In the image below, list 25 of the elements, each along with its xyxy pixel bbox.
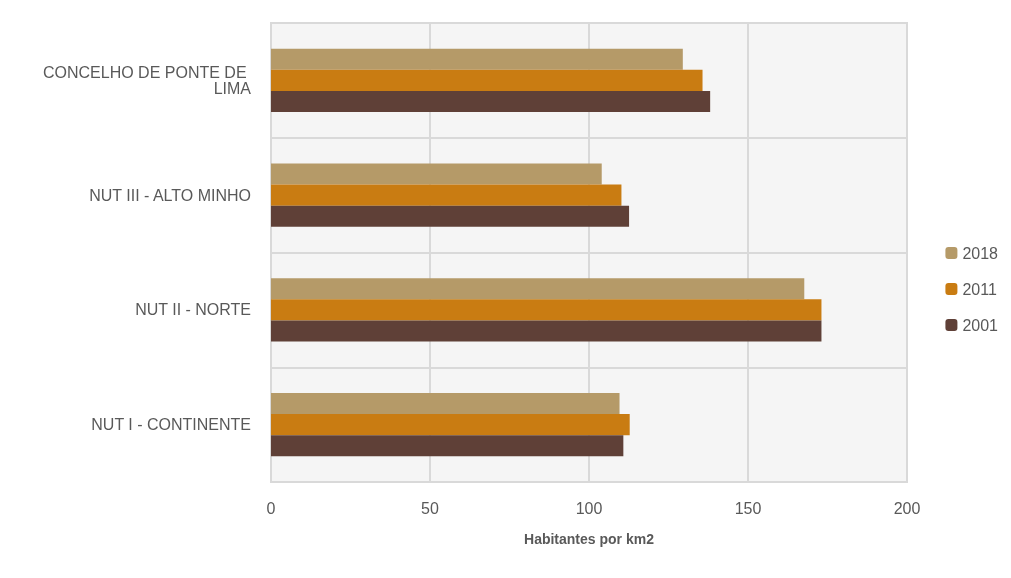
bar: [271, 299, 822, 321]
x-tick-label: 200: [893, 499, 921, 517]
x-axis-title: Habitantes por km2: [524, 531, 655, 547]
bar: [271, 205, 630, 227]
x-tick-label: 0: [266, 499, 276, 517]
y-tick-label: CONCELHO DE PONTE DE LIMA: [42, 63, 252, 97]
bar: [271, 320, 822, 342]
legend-label: 2018: [962, 244, 999, 262]
bar: [271, 69, 703, 91]
bar: [271, 184, 622, 206]
legend-label: 2001: [962, 316, 999, 334]
bar: [271, 163, 602, 185]
legend-label: 2011: [962, 280, 997, 298]
bar: [271, 393, 620, 415]
y-tick-label: NUT I - CONTINENTE: [91, 416, 251, 434]
bar: [271, 414, 630, 436]
bar: [271, 48, 683, 70]
x-tick-label: 100: [575, 499, 603, 517]
x-tick-label: 50: [421, 499, 439, 517]
bar: [271, 90, 711, 112]
y-tick-label: NUT III - ALTO MINHO: [89, 186, 251, 204]
y-tick-label: NUT II - NORTE: [135, 301, 251, 319]
bar: [271, 278, 805, 300]
bar: [271, 435, 624, 457]
x-tick-label: 150: [734, 499, 762, 517]
